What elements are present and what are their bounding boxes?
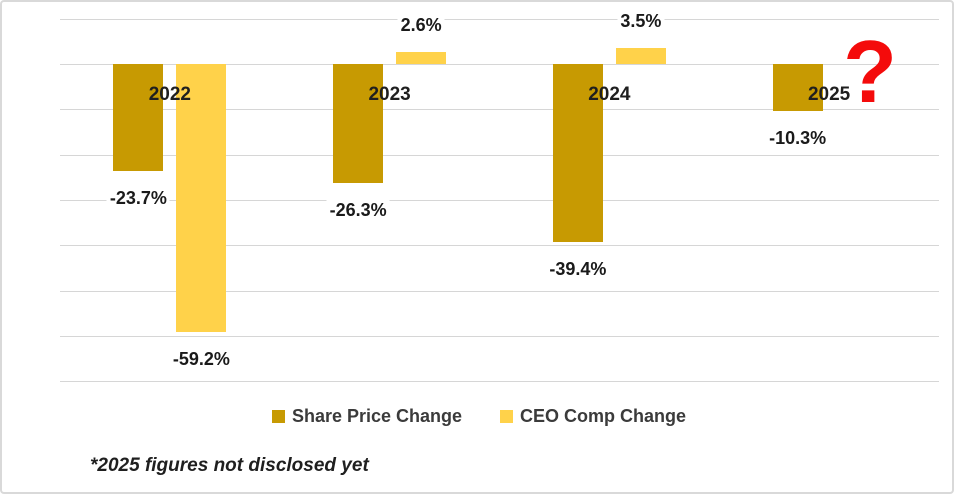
legend-swatch-ceo-comp-icon xyxy=(500,409,514,423)
bar-ceo-comp-change-2024 xyxy=(615,48,666,64)
gridline-10 xyxy=(60,18,939,20)
gridline--10 xyxy=(60,109,939,111)
value-label-ceo-comp-change-2023: 2.6% xyxy=(397,14,445,37)
gridline--20 xyxy=(60,154,939,156)
bar-share-price-change-2025 xyxy=(772,64,823,111)
legend-swatch-share-price-icon xyxy=(271,409,285,423)
value-label-ceo-comp-change-2022: -59.2% xyxy=(169,348,233,371)
category-label-2023: 2023 xyxy=(368,84,411,105)
bar-share-price-change-2024 xyxy=(552,64,603,243)
value-label-share-price-change-2025: -10.3% xyxy=(766,126,830,149)
gridline--40 xyxy=(60,245,939,247)
value-label-share-price-change-2022: -23.7% xyxy=(106,187,170,210)
legend-label-ceo-comp-change: CEO Comp Change xyxy=(520,406,687,426)
gridline--70 xyxy=(60,381,939,383)
bar-ceo-comp-change-2023 xyxy=(396,52,447,64)
legend-label-share-price-change: Share Price Change xyxy=(291,406,463,426)
gridline-0 xyxy=(60,64,939,65)
bar-share-price-change-2022 xyxy=(113,64,164,172)
value-label-share-price-change-2023: -26.3% xyxy=(326,199,390,222)
gridline--30 xyxy=(60,199,939,201)
category-label-2024: 2024 xyxy=(588,84,631,105)
category-label-2022: 2022 xyxy=(148,84,192,105)
chart-legend: Share Price Change CEO Comp Change xyxy=(2,405,952,427)
bar-share-price-change-2023 xyxy=(333,64,384,184)
legend-item-ceo-comp-change: CEO Comp Change xyxy=(500,405,686,427)
category-label-2025: 2025 xyxy=(807,84,851,105)
value-label-share-price-change-2024: -39.4% xyxy=(546,258,610,281)
legend-item-share-price-change: Share Price Change xyxy=(271,405,463,427)
gridline--50 xyxy=(60,290,939,292)
chart-footnote: *2025 figures not disclosed yet xyxy=(90,455,369,476)
value-label-ceo-comp-change-2024: 3.5% xyxy=(617,10,665,33)
gridline--60 xyxy=(60,335,939,337)
question-mark-annotation: ? xyxy=(843,22,897,121)
bar-ceo-comp-change-2022 xyxy=(176,64,227,333)
